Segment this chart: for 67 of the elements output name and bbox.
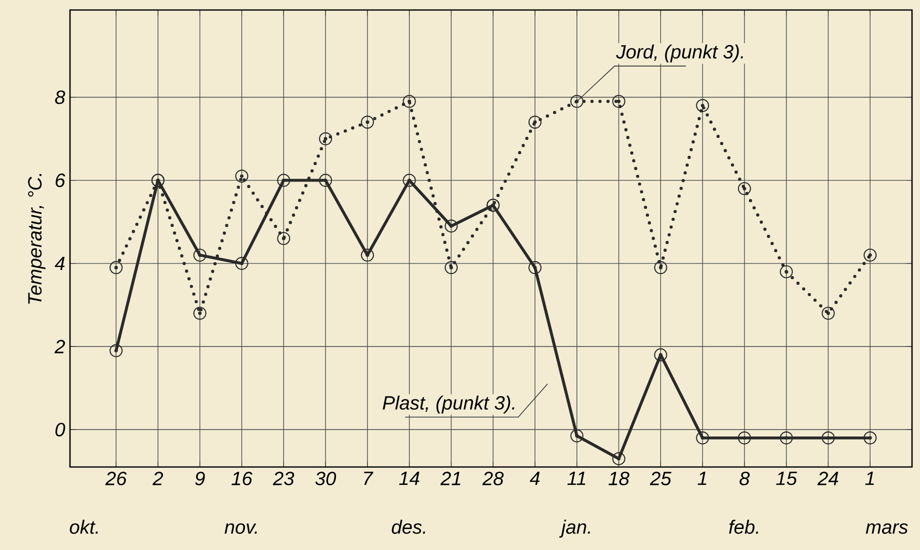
point bbox=[277, 174, 290, 187]
point bbox=[402, 174, 416, 187]
point bbox=[612, 94, 626, 108]
point bbox=[738, 182, 751, 196]
text: Plast, (punkt 3). bbox=[382, 396, 514, 414]
point bbox=[193, 306, 206, 320]
x-tick-label: 30 bbox=[315, 472, 336, 486]
point bbox=[654, 348, 668, 362]
y-tick-label: 0 bbox=[55, 422, 66, 436]
series-label: Jord, (punkt 3). bbox=[616, 44, 743, 62]
x-tick-label: 24 bbox=[817, 472, 838, 486]
point bbox=[780, 265, 793, 278]
point bbox=[780, 431, 793, 444]
point bbox=[402, 94, 416, 108]
text: okt. bbox=[70, 520, 98, 534]
x-tick-label: 11 bbox=[567, 472, 586, 485]
point bbox=[360, 116, 374, 129]
point bbox=[110, 261, 123, 274]
point bbox=[864, 431, 877, 444]
point bbox=[444, 261, 458, 274]
point bbox=[612, 452, 626, 466]
point bbox=[277, 232, 290, 246]
x-tick-label: 7 bbox=[364, 472, 374, 485]
point bbox=[319, 132, 332, 146]
x-tick-label: 26 bbox=[105, 472, 127, 486]
text: feb. bbox=[729, 520, 758, 534]
x-tick-label: 8 bbox=[740, 472, 750, 486]
point bbox=[444, 220, 458, 233]
point bbox=[193, 248, 206, 262]
point bbox=[570, 94, 584, 108]
point bbox=[360, 248, 374, 262]
x-tick-label: 14 bbox=[399, 472, 420, 485]
point bbox=[822, 431, 835, 444]
x-tick-label: 18 bbox=[608, 472, 630, 486]
y-axis-title: Temperatur, °C. bbox=[28, 174, 46, 304]
x-tick-label: 1 bbox=[698, 472, 706, 485]
point bbox=[528, 261, 542, 274]
y-tick-label: 4 bbox=[54, 256, 65, 270]
point bbox=[528, 116, 542, 129]
point bbox=[738, 431, 751, 444]
y-tick-label: 2 bbox=[54, 340, 66, 354]
x-tick-label: 4 bbox=[530, 472, 540, 485]
text: jan. bbox=[559, 520, 590, 538]
text: des. bbox=[392, 520, 426, 534]
y-tick-label: 6 bbox=[56, 174, 66, 188]
point bbox=[696, 99, 710, 112]
point bbox=[864, 248, 877, 262]
x-tick-label: 21 bbox=[440, 472, 460, 486]
point bbox=[235, 170, 248, 183]
point bbox=[654, 261, 668, 274]
point bbox=[235, 256, 248, 270]
text: mars bbox=[866, 523, 908, 534]
point bbox=[319, 174, 332, 187]
point bbox=[110, 344, 123, 358]
x-tick-label: 15 bbox=[776, 472, 798, 486]
x-tick-label: 23 bbox=[272, 472, 294, 486]
x-tick-label: 1 bbox=[865, 472, 874, 485]
point bbox=[570, 429, 584, 442]
x-tick-label: 9 bbox=[195, 472, 205, 486]
x-tick-label: 25 bbox=[650, 472, 672, 486]
x-tick-label: 16 bbox=[232, 472, 252, 486]
x-tick-label: 28 bbox=[482, 472, 504, 486]
point bbox=[822, 306, 835, 320]
text: nov. bbox=[224, 523, 257, 534]
x-tick-label: 2 bbox=[152, 472, 164, 486]
point bbox=[696, 431, 710, 444]
y-tick-label: 8 bbox=[55, 90, 66, 104]
